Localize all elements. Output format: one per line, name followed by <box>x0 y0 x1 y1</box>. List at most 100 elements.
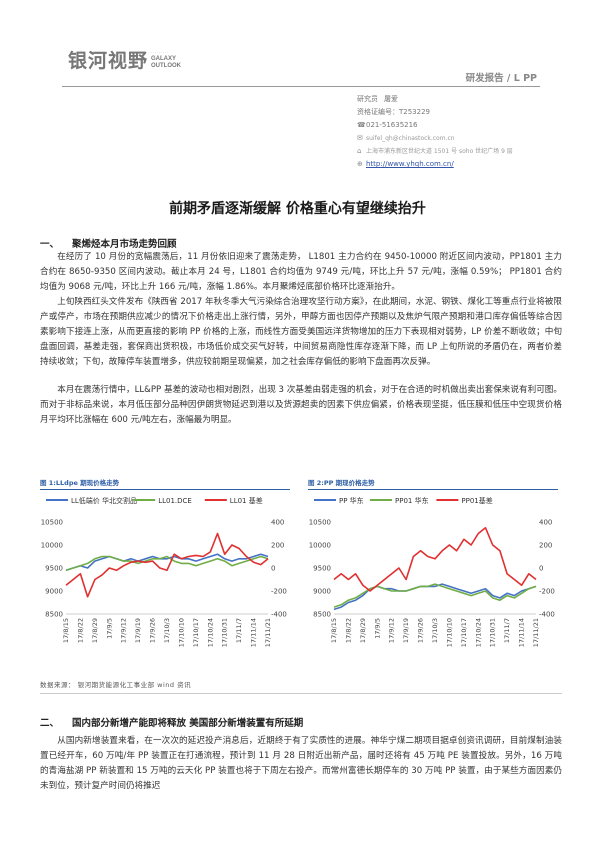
section1-paragraph-2: 上旬陕西红头文件发布《陕西省 2017 年秋冬季大气污染综合治理攻坚行动方案》，… <box>40 297 562 367</box>
chart2-caption-rule <box>308 489 558 490</box>
company-logo: 银河视野 ········· GALAXY OUTLOOK <box>68 46 181 73</box>
report-type: 研发报告 / L PP <box>465 73 537 84</box>
chart1-right-tick-2: 0 <box>271 565 275 573</box>
chart2-right-tick-2: 0 <box>539 565 543 573</box>
chart1-x-tick-4: 17/9/12 <box>120 618 128 643</box>
chart2-left-tick-3: 10000 <box>309 542 331 550</box>
chart1-legend-label-0: LL低端价 华北交割品 <box>71 496 137 505</box>
section2-heading: 二、 国内部分新增产能即将释放 美国部分新增装置有所延期 <box>40 715 303 729</box>
chart1-x-tick-2: 17/8/29 <box>91 618 99 643</box>
chart1-x-tick-11: 17/10/31 <box>221 618 229 647</box>
analyst-label: 研究员 <box>357 95 378 103</box>
chart2-x-tick-0: 17/8/15 <box>330 618 338 643</box>
chart1-x-tick-1: 17/8/22 <box>76 618 84 643</box>
chart1-series-line-1 <box>65 555 269 572</box>
chart1-x-tick-0: 17/8/15 <box>62 618 70 643</box>
chart1-x-tick-14: 17/11/21 <box>264 618 272 647</box>
contact-block: 研究员 屠爱 资格证编号：T253229 ☎ 021-51635216 ✉ su… <box>357 93 513 171</box>
email-address[interactable]: suifel_qh@chinastock.com.cn <box>366 135 455 142</box>
chart1-right-tick-4: 400 <box>271 519 284 527</box>
chart2-x-tick-14: 17/11/21 <box>532 618 540 647</box>
chart2-legend-label-2: PP01基差 <box>461 496 492 505</box>
chart1-series-line-2 <box>65 532 269 598</box>
pp-price-chart: PP 华东 PP01 华东 PP01基差 8500 9000 9500 10000 10500… <box>309 496 555 647</box>
chart2-x-tick-5: 17/9/19 <box>402 618 410 643</box>
logo-english: ········· GALAXY OUTLOOK <box>151 50 182 69</box>
chart2-x-tick-4: 17/9/12 <box>388 618 396 643</box>
chart2-caption: 图 2:PP 期现价格走势 <box>308 479 375 487</box>
logo-en-line1: GALAXY <box>151 56 177 62</box>
chart2-left-tick-4: 10500 <box>309 519 331 527</box>
chart2-x-tick-12: 17/11/7 <box>503 618 511 643</box>
analyst-row: 研究员 屠爱 <box>357 93 513 106</box>
phone-icon: ☎ <box>357 121 366 129</box>
chart2-left-tick-0: 8500 <box>313 611 331 619</box>
chart1-x-tick-6: 17/9/26 <box>149 618 157 643</box>
section1-number: 一、 <box>40 239 60 250</box>
chart2-right-tick-4: 400 <box>539 519 552 527</box>
chart2-x-tick-10: 17/10/24 <box>474 618 482 647</box>
chart1-series-line-0 <box>65 553 269 572</box>
website-row: ⊕ http://www.yhqh.com.cn/ <box>357 158 513 171</box>
chart2-right-tick-0: -400 <box>539 611 555 619</box>
lldpe-price-chart: LL低端价 华北交割品 LL01.DCE LL01 基差 8500 9000 9500 10… <box>41 496 287 647</box>
section2-paragraph-1: 从国内新增装置来看，在一次次的延迟投产消息后，近期终于有了实质性的进展。神华宁煤… <box>40 736 562 791</box>
cert-number: 资格证编号：T253229 <box>357 108 430 116</box>
chart1-right-tick-1: -200 <box>271 588 287 596</box>
chart2-x-tick-3: 17/9/5 <box>373 618 381 639</box>
address-row: ⌂ 上海市浦东新区世纪大道 1501 号 soho 世纪广场 9 层 <box>357 145 513 158</box>
chart1-x-tick-7: 17/10/3 <box>163 618 171 643</box>
phone-row: ☎ 021-51635216 <box>357 119 513 132</box>
chart1-x-tick-12: 17/11/7 <box>235 618 243 643</box>
chart2-x-tick-9: 17/10/17 <box>460 618 468 647</box>
chart1-left-tick-0: 8500 <box>45 611 63 619</box>
chart1-x-tick-13: 17/11/14 <box>250 618 258 647</box>
chart1-x-tick-10: 17/10/24 <box>206 618 214 647</box>
chart1-x-tick-3: 17/9/5 <box>105 618 113 639</box>
chart2-series-line-2 <box>333 526 537 592</box>
chart1-caption: 图 1:LLdpe 期现价格走势 <box>40 479 120 487</box>
section2-title: 国内部分新增产能即将释放 美国部分新增装置有所延期 <box>72 718 304 729</box>
chart1-legend-label-2: LL01 基差 <box>230 496 263 505</box>
chart1-left-tick-2: 9500 <box>45 565 63 573</box>
chart1-x-tick-8: 17/10/10 <box>177 618 185 647</box>
chart2-left-tick-1: 9000 <box>313 588 331 596</box>
chart1-caption-rule <box>40 489 290 490</box>
email-row: ✉ suifel_qh@chinastock.com.cn <box>357 132 513 145</box>
location-icon: ⌂ <box>357 147 362 155</box>
chart2-x-tick-2: 17/8/29 <box>359 618 367 643</box>
chart2-x-tick-8: 17/10/10 <box>445 618 453 647</box>
chart2-right-tick-1: -200 <box>539 588 555 596</box>
address-text: 上海市浦东新区世纪大道 1501 号 soho 世纪广场 9 层 <box>366 148 513 155</box>
chart2-x-tick-7: 17/10/3 <box>431 618 439 643</box>
cert-row: 资格证编号：T253229 <box>357 106 513 119</box>
data-source: 数据来源： 银河期货能源化工事业部 wind 资讯 <box>40 681 192 689</box>
chart1-x-tick-9: 17/10/17 <box>192 618 200 647</box>
analyst-name: 屠爱 <box>384 95 398 103</box>
page-title: 前期矛盾逐渐缓解 价格重心有望继续抬升 <box>169 201 426 217</box>
chart2-left-tick-2: 9500 <box>313 565 331 573</box>
logo-en-line2: OUTLOOK <box>151 63 182 69</box>
chart1-left-tick-1: 9000 <box>45 588 63 596</box>
website-link[interactable]: http://www.yhqh.com.cn/ <box>366 160 454 168</box>
web-icon: ⊕ <box>357 160 363 168</box>
chart2-right-tick-3: 200 <box>539 542 552 550</box>
chart2-legend-label-0: PP 华东 <box>339 496 364 505</box>
header-divider <box>62 86 540 87</box>
chart2-legend-label-1: PP01 华东 <box>395 496 429 505</box>
source-divider <box>40 693 562 694</box>
email-icon: ✉ <box>357 134 363 142</box>
section1-title: 聚烯烃本月市场走势回顾 <box>72 239 177 250</box>
chart2-x-tick-13: 17/11/14 <box>518 618 526 647</box>
chart1-right-tick-3: 200 <box>271 542 284 550</box>
section1-paragraph-1: 在经历了 10 月份的宽幅震荡后，11 月份依旧迎来了震荡走势， L1801 主… <box>40 252 562 292</box>
phone-number: 021-51635216 <box>366 121 418 129</box>
chart2-x-tick-6: 17/9/26 <box>417 618 425 643</box>
section1-heading: 一、 聚烯烃本月市场走势回顾 <box>40 236 177 250</box>
chart1-left-tick-3: 10000 <box>41 542 63 550</box>
logo-chinese: 银河视野 <box>68 50 149 72</box>
chart2-x-tick-1: 17/8/22 <box>344 618 352 643</box>
chart2-series-line-1 <box>333 583 537 608</box>
chart1-right-tick-0: -400 <box>271 611 287 619</box>
section2-number: 二、 <box>40 718 60 729</box>
